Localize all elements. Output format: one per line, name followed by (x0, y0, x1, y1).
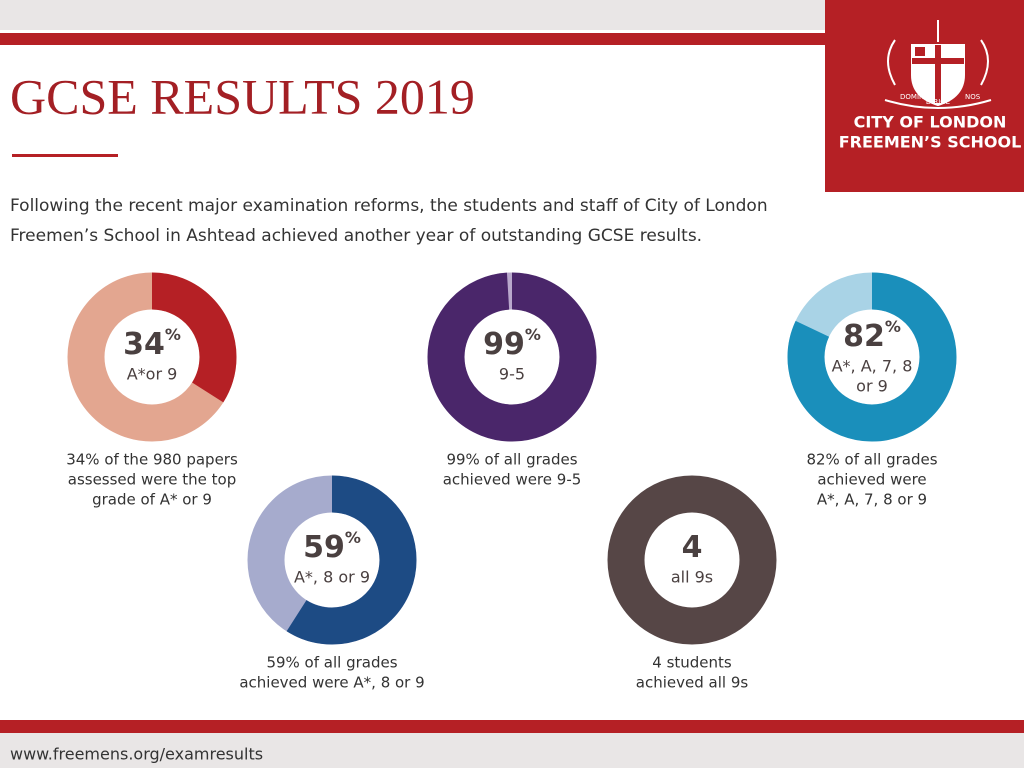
logo-line2: FREEMEN’S SCHOOL (839, 133, 1022, 152)
stat-value: 34% (123, 325, 181, 362)
stat-label: or 9 (856, 377, 888, 396)
stat-label: all 9s (671, 568, 713, 587)
stat-caption: assessed were the top (68, 471, 237, 489)
stat-value: 99% (483, 325, 541, 362)
stat-label: A*or 9 (127, 365, 178, 384)
stat-number: 34 (123, 327, 165, 362)
stat-number: 4 (682, 530, 703, 565)
stat-caption: 34% of the 980 papers (66, 451, 238, 469)
title-underline (12, 154, 118, 157)
footer-url: www.freemens.org/examresults (10, 745, 263, 764)
stats: 34% A*or 9 34% of the 980 papers assessed w… (66, 272, 957, 692)
stat-unit: % (885, 317, 901, 336)
donut-arc (247, 475, 417, 645)
crest (884, 20, 992, 109)
stat-caption: achieved were 9-5 (443, 471, 582, 489)
stat-number: 99 (483, 327, 525, 362)
stat-label: A*, 8 or 9 (294, 568, 370, 587)
stat-unit: % (345, 528, 361, 547)
stat-caption: 99% of all grades (446, 451, 577, 469)
donut-arc (427, 272, 597, 442)
footer-band (0, 733, 1024, 768)
motto: DIRIGE (926, 98, 950, 106)
logo-line1: CITY OF LONDON (854, 113, 1007, 132)
stat-caption: 59% of all grades (266, 654, 397, 672)
stat-caption: achieved were (817, 471, 926, 489)
top-stripe (0, 33, 825, 45)
title: GCSE RESULTS 2019 (10, 68, 475, 124)
bottom-stripe (0, 720, 1024, 733)
donut-ring (607, 475, 777, 645)
motto: NOS (965, 93, 981, 101)
stat-caption: grade of A* or 9 (92, 491, 212, 509)
intro-line: Following the recent major examination r… (10, 196, 768, 216)
stat-label: 9-5 (499, 365, 525, 384)
stat-value: 82% (843, 317, 901, 354)
stat-value: 4 (682, 530, 703, 565)
stat-caption: 82% of all grades (806, 451, 937, 469)
stat-caption: achieved were A*, 8 or 9 (239, 674, 424, 692)
donut-arc (67, 272, 237, 442)
stat-number: 59 (303, 530, 345, 565)
stat-caption: A*, A, 7, 8 or 9 (817, 491, 927, 509)
stat-number: 82 (843, 319, 885, 354)
stat-label: A*, A, 7, 8 (832, 357, 913, 376)
stat-unit: % (525, 325, 541, 344)
intro-line: Freemen’s School in Ashtead achieved ano… (10, 226, 702, 246)
stat-unit: % (165, 325, 181, 344)
motto: DOMINE (900, 93, 929, 101)
donut-arc (787, 272, 957, 442)
stat-value: 59% (303, 528, 361, 565)
stat-caption: achieved all 9s (636, 674, 749, 692)
stat-caption: 4 students (652, 654, 732, 672)
